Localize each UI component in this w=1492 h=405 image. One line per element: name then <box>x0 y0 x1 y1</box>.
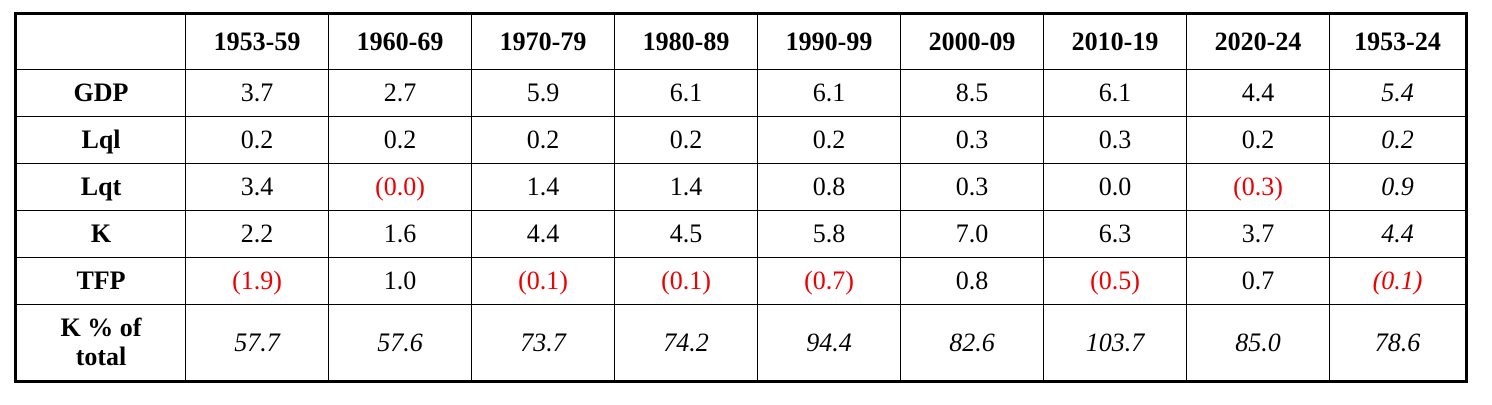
table-cell: 74.2 <box>614 304 758 382</box>
header-cell: 1953-24 <box>1329 13 1467 70</box>
table-row: GDP 3.7 2.7 5.9 6.1 6.1 8.5 6.1 4.4 5.4 <box>15 69 1467 117</box>
table-row: TFP (1.9) 1.0 (0.1) (0.1) (0.7) 0.8 (0.5) 0.7 (0.… <box>15 257 1467 305</box>
growth-accounting-table: 1953-59 1960-69 1970-79 1980-89 1990-99 … <box>14 12 1468 383</box>
table-cell: 0.0 <box>1043 163 1187 211</box>
table-cell: 103.7 <box>1043 304 1187 382</box>
table-cell: 6.3 <box>1043 210 1187 258</box>
table-cell: 0.8 <box>900 257 1044 305</box>
table-cell: (1.9) <box>185 257 329 305</box>
table-cell: 0.2 <box>471 116 615 164</box>
table-cell: 5.9 <box>471 69 615 117</box>
row-label: Lqt <box>15 163 186 211</box>
table-cell: 3.4 <box>185 163 329 211</box>
table-cell: (0.7) <box>757 257 901 305</box>
table-body: GDP 3.7 2.7 5.9 6.1 6.1 8.5 6.1 4.4 5.4 Lql 0.2 0.2 0… <box>15 69 1467 382</box>
table-cell: 4.4 <box>1329 210 1467 258</box>
table-cell: 4.5 <box>614 210 758 258</box>
table-cell: 85.0 <box>1186 304 1330 382</box>
table-row: Lql 0.2 0.2 0.2 0.2 0.2 0.3 0.3 0.2 0.2 <box>15 116 1467 164</box>
table-row: K % of total 57.7 57.6 73.7 74.2 94.4 82.6 103.7… <box>15 304 1467 382</box>
table-cell: 0.2 <box>1186 116 1330 164</box>
table-cell: 0.7 <box>1186 257 1330 305</box>
row-label: K <box>15 210 186 258</box>
header-cell: 2000-09 <box>900 13 1044 70</box>
table-cell: 2.7 <box>328 69 472 117</box>
table-cell: 0.2 <box>614 116 758 164</box>
table-cell: (0.1) <box>1329 257 1467 305</box>
header-cell: 2010-19 <box>1043 13 1187 70</box>
header-row: 1953-59 1960-69 1970-79 1980-89 1990-99 … <box>15 13 1467 70</box>
table-cell: 2.2 <box>185 210 329 258</box>
table-cell: 1.6 <box>328 210 472 258</box>
table-cell: 4.4 <box>471 210 615 258</box>
table-cell: 0.8 <box>757 163 901 211</box>
table-cell: 0.2 <box>185 116 329 164</box>
table-cell: 1.4 <box>614 163 758 211</box>
table-cell: 1.0 <box>328 257 472 305</box>
row-label: GDP <box>15 69 186 117</box>
table-cell: 94.4 <box>757 304 901 382</box>
table-cell: 0.2 <box>328 116 472 164</box>
table-cell: 0.2 <box>757 116 901 164</box>
row-label: Lql <box>15 116 186 164</box>
table-cell: 0.9 <box>1329 163 1467 211</box>
table-cell: 5.8 <box>757 210 901 258</box>
table-cell: 8.5 <box>900 69 1044 117</box>
header-cell: 2020-24 <box>1186 13 1330 70</box>
table-cell: 3.7 <box>185 69 329 117</box>
table-cell: 0.3 <box>1043 116 1187 164</box>
table-cell: 3.7 <box>1186 210 1330 258</box>
table-cell: 6.1 <box>614 69 758 117</box>
table-cell: (0.0) <box>328 163 472 211</box>
header-corner-cell <box>15 13 186 70</box>
table-cell: 6.1 <box>1043 69 1187 117</box>
table-cell: 57.6 <box>328 304 472 382</box>
table-cell: 57.7 <box>185 304 329 382</box>
row-label: TFP <box>15 257 186 305</box>
header-cell: 1970-79 <box>471 13 615 70</box>
header-cell: 1953-59 <box>185 13 329 70</box>
table-cell: 6.1 <box>757 69 901 117</box>
header-cell: 1980-89 <box>614 13 758 70</box>
table-cell: (0.1) <box>614 257 758 305</box>
table-cell: (0.3) <box>1186 163 1330 211</box>
table-row: Lqt 3.4 (0.0) 1.4 1.4 0.8 0.3 0.0 (0.3) 0.9 <box>15 163 1467 211</box>
table-cell: (0.1) <box>471 257 615 305</box>
table-cell: 1.4 <box>471 163 615 211</box>
table-cell: 0.3 <box>900 163 1044 211</box>
table-cell: 0.2 <box>1329 116 1467 164</box>
header-cell: 1960-69 <box>328 13 472 70</box>
table-cell: 78.6 <box>1329 304 1467 382</box>
row-label: K % of total <box>15 304 186 382</box>
header-cell: 1990-99 <box>757 13 901 70</box>
table-cell: 4.4 <box>1186 69 1330 117</box>
table-cell: 5.4 <box>1329 69 1467 117</box>
table-cell: 82.6 <box>900 304 1044 382</box>
table-cell: 7.0 <box>900 210 1044 258</box>
table-cell: 73.7 <box>471 304 615 382</box>
table-cell: 0.3 <box>900 116 1044 164</box>
table-cell: (0.5) <box>1043 257 1187 305</box>
table-row: K 2.2 1.6 4.4 4.5 5.8 7.0 6.3 3.7 4.4 <box>15 210 1467 258</box>
